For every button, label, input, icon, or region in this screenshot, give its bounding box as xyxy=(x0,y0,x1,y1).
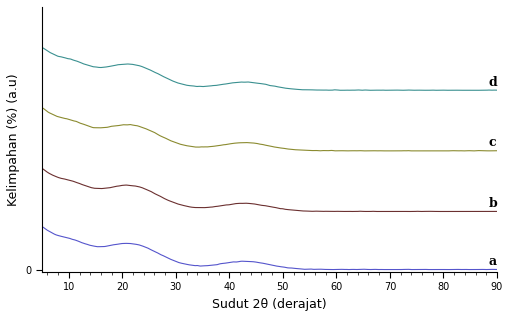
Text: d: d xyxy=(488,76,497,89)
X-axis label: Sudut 2θ (derajat): Sudut 2θ (derajat) xyxy=(212,298,326,311)
Text: c: c xyxy=(488,136,496,149)
Text: a: a xyxy=(488,255,496,268)
Text: b: b xyxy=(488,197,497,210)
Y-axis label: Kelimpahan (%) (a.u): Kelimpahan (%) (a.u) xyxy=(7,73,20,206)
